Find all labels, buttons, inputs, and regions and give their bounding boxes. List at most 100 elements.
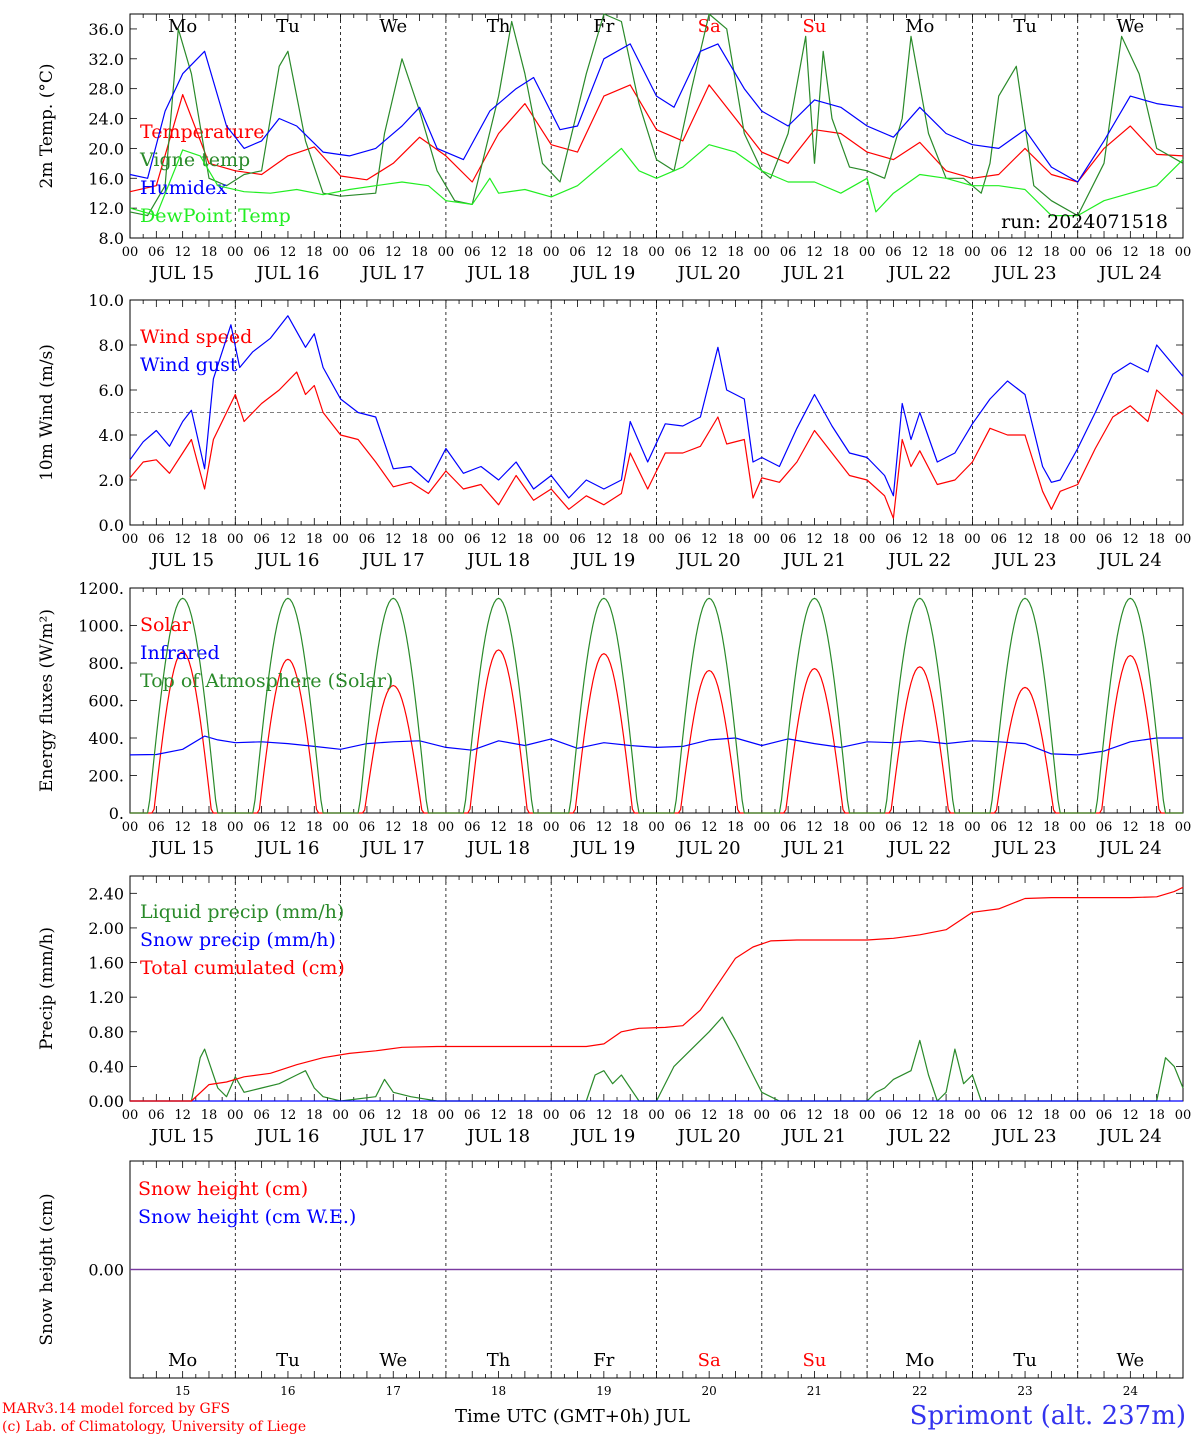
date-label: JUL 17 bbox=[360, 838, 425, 859]
legend-entry: Snow height (cm W.E.) bbox=[138, 1206, 356, 1228]
x-axis-title: Time UTC (GMT+0h) JUL bbox=[455, 1406, 690, 1427]
hour-tick-label: 00 bbox=[1175, 820, 1192, 835]
hour-tick-label: 06 bbox=[569, 1108, 586, 1123]
hour-tick-label: 12 bbox=[701, 1108, 718, 1123]
hour-tick-label: 18 bbox=[201, 245, 218, 260]
hour-tick-label: 00 bbox=[332, 1108, 349, 1123]
hour-tick-label: 00 bbox=[964, 245, 981, 260]
run-label: run: 2024071518 bbox=[1001, 211, 1168, 233]
weekday-label: Tu bbox=[1013, 1350, 1037, 1371]
hour-tick-label: 06 bbox=[359, 245, 376, 260]
hour-tick-label: 12 bbox=[280, 820, 297, 835]
date-label: JUL 18 bbox=[465, 838, 530, 859]
y-tick-label: 1.60 bbox=[88, 954, 124, 973]
hour-tick-label: 00 bbox=[122, 1108, 139, 1123]
hour-tick-label: 06 bbox=[569, 532, 586, 547]
hour-tick-label: 18 bbox=[833, 1108, 850, 1123]
date-label: JUL 15 bbox=[149, 838, 214, 859]
hour-tick-label: 18 bbox=[622, 245, 639, 260]
y-tick-label: 8.0 bbox=[99, 336, 124, 355]
date-label: JUL 15 bbox=[149, 263, 214, 284]
date-label: JUL 24 bbox=[1097, 1126, 1162, 1147]
hour-tick-label: 18 bbox=[1043, 532, 1060, 547]
y-tick-label: 1200. bbox=[78, 579, 124, 598]
hour-tick-label: 12 bbox=[490, 245, 507, 260]
hour-tick-label: 18 bbox=[833, 245, 850, 260]
weekday-label: We bbox=[379, 1350, 407, 1371]
hour-tick-label: 06 bbox=[1096, 820, 1113, 835]
y-tick-label: 600. bbox=[88, 692, 124, 711]
y-tick-label: 2.0 bbox=[99, 471, 124, 490]
y-axis-label: 10m Wind (m/s) bbox=[37, 344, 57, 481]
date-label: JUL 17 bbox=[360, 263, 425, 284]
hour-tick-label: 06 bbox=[990, 245, 1007, 260]
hour-tick-label: 06 bbox=[990, 820, 1007, 835]
hour-tick-label: 00 bbox=[859, 1108, 876, 1123]
weekday-label: Sa bbox=[698, 16, 721, 37]
weekday-label: Fr bbox=[593, 1350, 614, 1371]
hour-tick-label: 18 bbox=[727, 1108, 744, 1123]
hour-tick-label: 06 bbox=[569, 820, 586, 835]
hour-tick-label: 06 bbox=[1096, 1108, 1113, 1123]
hour-tick-label: 00 bbox=[543, 1108, 560, 1123]
y-tick-label: 16.0 bbox=[88, 169, 124, 188]
hour-tick-label: 18 bbox=[833, 820, 850, 835]
legend-entry: Liquid precip (mm/h) bbox=[140, 901, 344, 923]
y-tick-label: 20.0 bbox=[88, 139, 124, 158]
date-label: JUL 18 bbox=[465, 550, 530, 571]
hour-tick-label: 18 bbox=[201, 820, 218, 835]
date-label: JUL 16 bbox=[254, 1126, 319, 1147]
y-tick-label: 1000. bbox=[78, 617, 124, 636]
date-label: JUL 16 bbox=[254, 838, 319, 859]
date-label: JUL 20 bbox=[676, 550, 741, 571]
hour-tick-label: 12 bbox=[174, 532, 191, 547]
legend-entry: Snow precip (mm/h) bbox=[140, 929, 336, 951]
date-label: JUL 23 bbox=[992, 550, 1057, 571]
hour-tick-label: 18 bbox=[201, 532, 218, 547]
hour-tick-label: 06 bbox=[253, 1108, 270, 1123]
hour-tick-label: 18 bbox=[411, 532, 428, 547]
date-label: JUL 16 bbox=[254, 550, 319, 571]
hour-tick-label: 00 bbox=[543, 532, 560, 547]
hour-tick-label: 12 bbox=[280, 1108, 297, 1123]
y-tick-label: 6.0 bbox=[99, 381, 124, 400]
day-number-label: 22 bbox=[912, 1384, 927, 1398]
hour-tick-label: 06 bbox=[253, 532, 270, 547]
hour-tick-label: 00 bbox=[122, 532, 139, 547]
hour-tick-label: 12 bbox=[911, 820, 928, 835]
date-label: JUL 20 bbox=[676, 1126, 741, 1147]
hour-tick-label: 06 bbox=[253, 245, 270, 260]
hour-tick-label: 00 bbox=[227, 1108, 244, 1123]
hour-tick-label: 06 bbox=[780, 820, 797, 835]
hour-tick-label: 00 bbox=[332, 245, 349, 260]
hour-tick-label: 06 bbox=[885, 245, 902, 260]
weekday-label: Su bbox=[802, 1350, 826, 1371]
hour-tick-label: 06 bbox=[780, 1108, 797, 1123]
hour-tick-label: 00 bbox=[648, 245, 665, 260]
site-name: Sprimont (alt. 237m) bbox=[909, 1401, 1186, 1431]
hour-tick-label: 18 bbox=[938, 820, 955, 835]
hour-tick-label: 00 bbox=[438, 245, 455, 260]
y-axis-label: 2m Temp. (°C) bbox=[37, 63, 57, 188]
day-number-label: 16 bbox=[280, 1384, 295, 1398]
date-label: JUL 22 bbox=[886, 838, 951, 859]
series-line bbox=[129, 371, 1184, 519]
hour-tick-label: 18 bbox=[517, 532, 534, 547]
hour-tick-label: 18 bbox=[1148, 245, 1165, 260]
hour-tick-label: 06 bbox=[464, 1108, 481, 1123]
date-label: JUL 19 bbox=[570, 1126, 635, 1147]
panel-frame bbox=[129, 587, 1184, 814]
hour-tick-label: 00 bbox=[1069, 245, 1086, 260]
hour-tick-label: 12 bbox=[911, 245, 928, 260]
hour-tick-label: 18 bbox=[517, 820, 534, 835]
hour-tick-label: 12 bbox=[806, 1108, 823, 1123]
y-tick-label: 28.0 bbox=[88, 80, 124, 99]
legend-entry: Solar bbox=[140, 614, 192, 636]
hour-tick-label: 18 bbox=[411, 245, 428, 260]
hour-tick-label: 06 bbox=[990, 532, 1007, 547]
hour-tick-label: 12 bbox=[385, 820, 402, 835]
y-axis-label: Snow height (cm) bbox=[37, 1193, 57, 1345]
date-label: JUL 15 bbox=[149, 1126, 214, 1147]
hour-tick-label: 06 bbox=[464, 532, 481, 547]
y-axis-label: Energy fluxes (W/m²) bbox=[37, 609, 57, 792]
